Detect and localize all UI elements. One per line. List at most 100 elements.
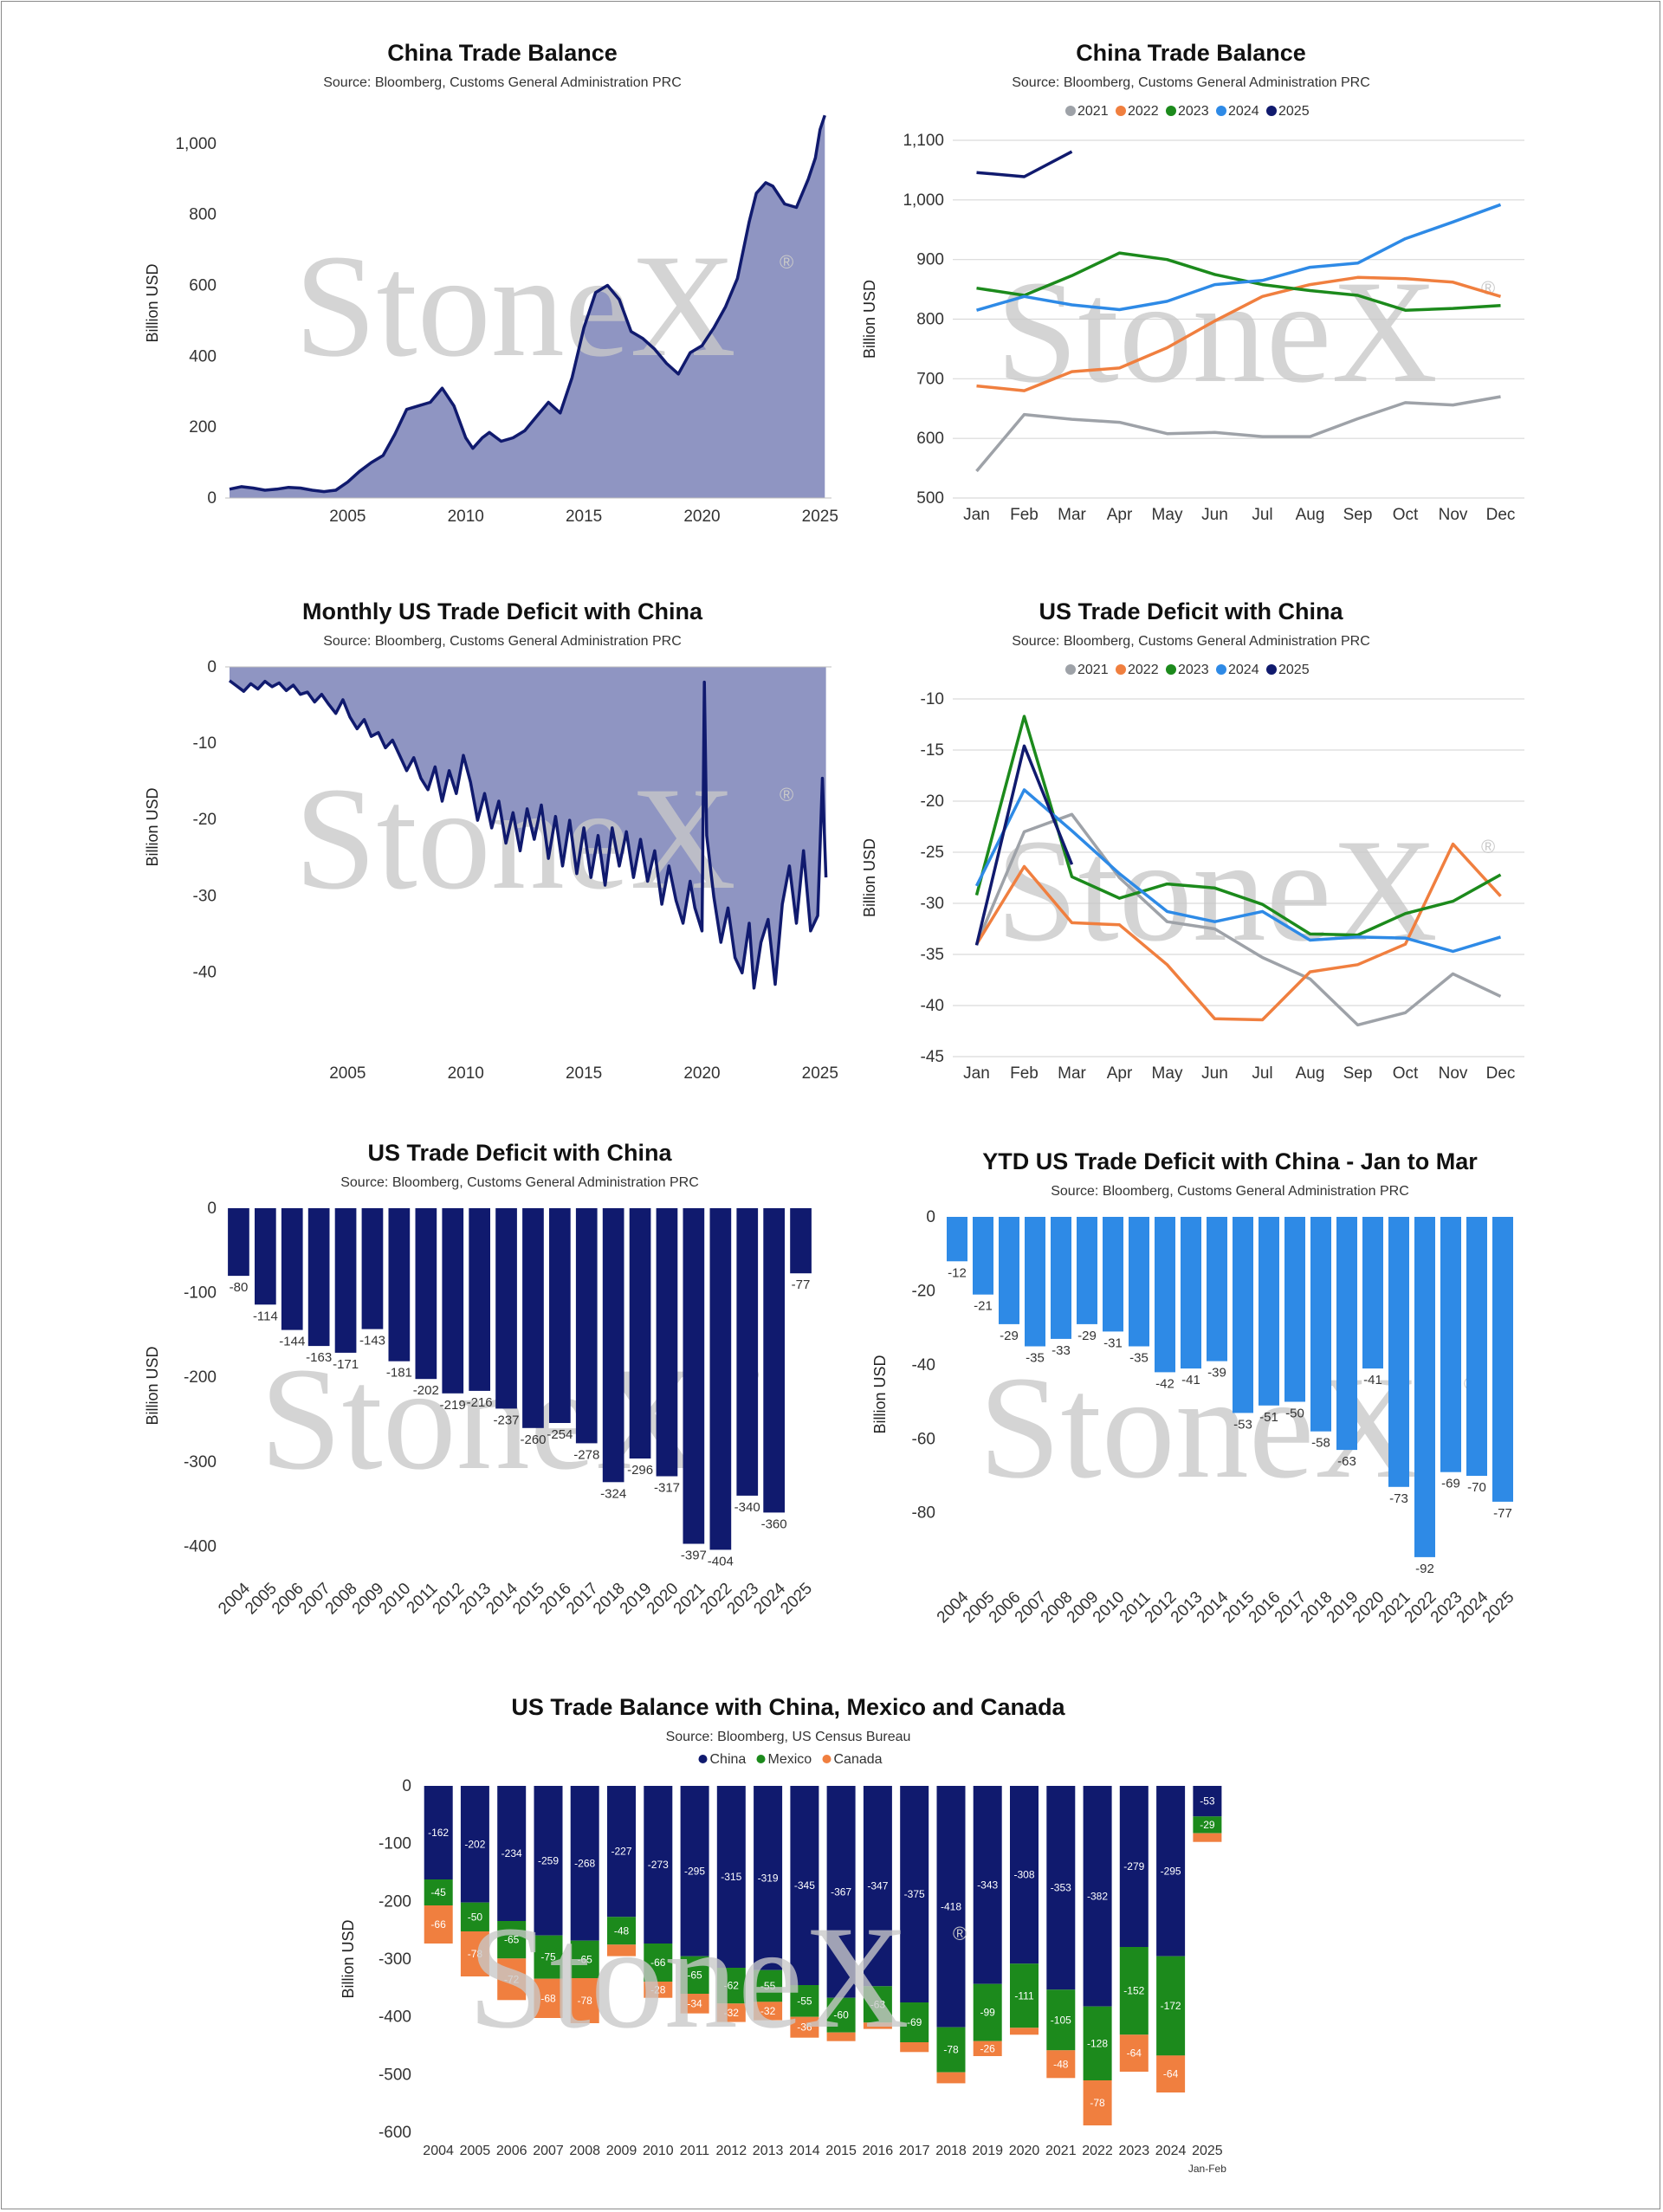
segment-label: -382 [1087,1890,1108,1902]
bar [228,1208,249,1277]
data-label: -35 [1026,1350,1045,1365]
data-label: -77 [1493,1506,1512,1521]
x-tick-label: Oct [1393,1064,1419,1083]
bar [629,1208,651,1458]
bar-segment-china [534,1786,563,1936]
y-tick-label: 500 [916,489,944,508]
y-tick-label: -400 [379,2008,411,2027]
data-label: -404 [708,1554,734,1568]
series-area [230,115,825,498]
data-label: -58 [1311,1436,1330,1451]
y-tick-label: -40 [921,997,944,1015]
bar [255,1208,276,1305]
x-tick-label: 2010 [448,1064,484,1083]
y-tick-label: 900 [916,251,944,269]
watermark-mark: ® [1481,836,1495,857]
segment-label: -75 [540,1951,556,1963]
bar-segment-mexico [460,1902,489,1931]
bar-segment-china [424,1786,453,1879]
bar-segment-canada [1046,2050,1076,2079]
chart-us-deficit-annual: US Trade Deficit with China Source: Bloom… [130,1126,849,1646]
segment-label: -105 [1051,2014,1071,2026]
chart-monthly-us-deficit: Monthly US Trade Deficit with China Sourc… [130,585,849,1104]
x-tick-label: 2023 [1119,2144,1150,2158]
bar [549,1208,571,1423]
segment-label: -375 [904,1888,925,1900]
bar-segment-canada [680,1994,709,2014]
segment-label: -343 [977,1879,998,1891]
segment-label: -308 [1013,1869,1034,1881]
segment-label: -48 [614,1924,630,1937]
segment-label: -65 [578,1953,593,1965]
data-label: -50 [1285,1407,1304,1421]
segment-label: -202 [464,1838,485,1850]
watermark-text: StoneX [294,757,736,920]
x-tick-label: Nov [1439,1064,1468,1083]
y-tick-label: 600 [189,277,217,295]
bar-segment-china [1193,1786,1222,1817]
y-axis-label: Billion USD [144,1346,161,1425]
bar [1155,1217,1175,1373]
segment-label: -32 [760,2005,776,2017]
chart-us-balance-china-mexico-canada: US Trade Balance with China, Mexico and … [338,1680,1308,2183]
bar [307,1208,330,1347]
y-tick-label: 0 [926,1208,935,1226]
segment-label: -64 [1127,2047,1142,2060]
bar-segment-canada [754,2002,783,2021]
bar-segment-china [863,1786,892,1987]
segment-label: -78 [1090,2097,1105,2109]
legend-marker [1166,664,1176,675]
segment-label: -55 [797,1995,812,2007]
segment-label: -227 [611,1846,631,1858]
x-tick-label: Mar [1058,1064,1086,1083]
x-tick-label: 2009 [606,2144,637,2158]
x-tick-label: 2006 [496,2144,527,2158]
data-label: -69 [1441,1477,1460,1491]
data-label: -21 [974,1299,993,1314]
segment-label: -259 [538,1854,559,1866]
segment-label: -345 [794,1879,815,1892]
segment-label: -273 [648,1859,669,1871]
bar [361,1208,384,1329]
bar-segment-canada [424,1905,453,1944]
bar [522,1208,544,1428]
segment-label: -29 [1200,1819,1215,1831]
bar [1051,1217,1071,1339]
segment-label: -162 [428,1827,449,1839]
x-tick-label: 2020 [683,508,720,526]
x-tick-label: 2011 [680,2144,710,2158]
bar-segment-canada [570,1978,599,2023]
bar-segment-canada [497,1958,527,2001]
x-tick-label: 2025 [802,1064,838,1083]
bar-segment-china [644,1786,673,1944]
bar-segment-mexico [424,1879,453,1905]
y-tick-label: -300 [184,1453,217,1471]
x-tick-label: 2015 [825,2144,857,2158]
chart-svg: China Trade Balance Source: Bloomberg, Cu… [861,40,1524,524]
segment-label: -66 [650,1957,666,1969]
x-tick-label: 2025 [1479,1588,1518,1627]
segment-label: -268 [574,1857,595,1869]
data-label: -12 [948,1265,967,1280]
series-line-2022 [976,275,1502,392]
segment-label: -234 [501,1847,522,1860]
x-tick-label: Sep [1343,506,1373,524]
bar [1440,1217,1461,1472]
chart-ytd-us-deficit: YTD US Trade Deficit with China - Jan to… [857,1135,1576,1654]
x-tick-label: 2005 [329,1064,366,1083]
x-tick-label: 2020 [1009,2144,1040,2158]
x-tick-label: Aug [1296,1064,1325,1083]
segment-label: -65 [687,1969,702,1981]
bar [602,1208,624,1483]
data-label: -340 [734,1500,760,1515]
segment-label: -315 [721,1871,741,1883]
data-label: -171 [333,1357,359,1372]
y-tick-label: -30 [193,887,217,905]
bar-segment-china [754,1786,783,1970]
x-tick-label: Jan [963,1064,990,1083]
bar [1103,1217,1123,1332]
bar [1233,1217,1253,1413]
segment-label: -62 [724,1980,740,1992]
legend-marker [1116,106,1126,116]
segment-label: -99 [980,2007,996,2019]
